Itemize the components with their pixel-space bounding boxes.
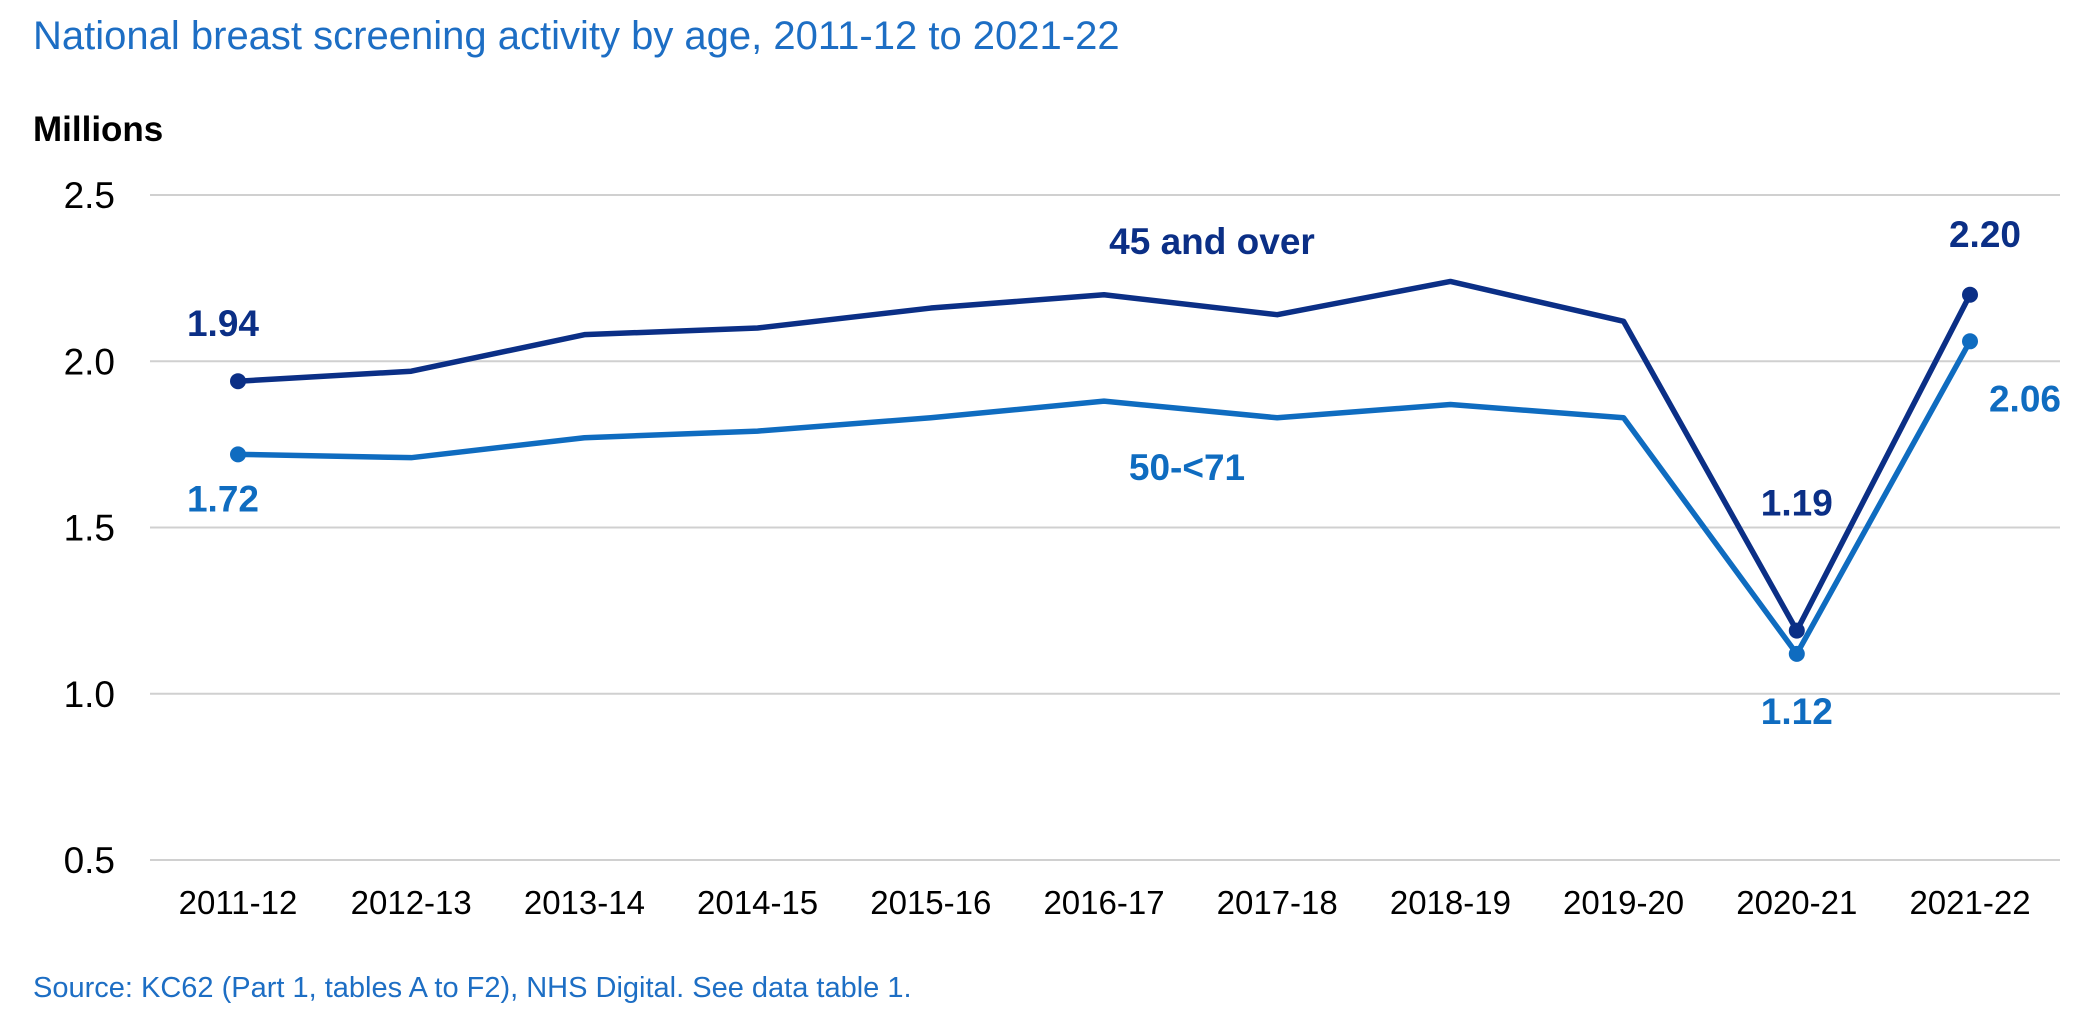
y-axis-unit-label: Millions bbox=[33, 110, 164, 149]
x-tick-label: 2020-21 bbox=[1736, 884, 1857, 921]
x-tick-label: 2021-22 bbox=[1909, 884, 2030, 921]
series-name-label: 45 and over bbox=[1109, 221, 1315, 262]
y-tick-label: 2.5 bbox=[64, 175, 115, 216]
x-tick-label: 2017-18 bbox=[1217, 884, 1338, 921]
y-axis-ticks: 2.5 2.0 1.5 1.0 0.5 bbox=[64, 175, 115, 881]
data-value-label: 1.19 bbox=[1761, 483, 1833, 524]
data-point bbox=[1962, 333, 1978, 350]
data-value-label: 2.06 bbox=[1989, 378, 2061, 419]
data-point bbox=[230, 373, 246, 390]
x-tick-label: 2014-15 bbox=[697, 884, 818, 921]
data-value-label: 1.12 bbox=[1761, 691, 1833, 732]
data-labels: 45 and over 50-<71 1.94 1.19 2.20 1.72 1.12 2.0… bbox=[187, 214, 2061, 732]
data-value-label: 2.20 bbox=[1949, 214, 2021, 255]
x-tick-label: 2015-16 bbox=[870, 884, 991, 921]
data-point bbox=[1962, 286, 1978, 303]
y-tick-label: 1.0 bbox=[64, 674, 115, 715]
chart-title: National breast screening activity by ag… bbox=[33, 14, 1120, 58]
series-line-1 bbox=[235, 338, 1973, 657]
x-axis-ticks: 2011-12 2012-13 2013-14 2014-15 2015-16 2016-… bbox=[179, 884, 2031, 921]
x-tick-label: 2018-19 bbox=[1390, 884, 1511, 921]
source-note: Source: KC62 (Part 1, tables A to F2), N… bbox=[33, 972, 912, 1004]
series-line-0 bbox=[235, 278, 1973, 634]
x-tick-label: 2011-12 bbox=[179, 884, 298, 921]
x-tick-label: 2019-20 bbox=[1563, 884, 1684, 921]
data-point bbox=[230, 446, 246, 463]
x-tick-label: 2013-14 bbox=[524, 884, 645, 921]
y-tick-label: 2.0 bbox=[64, 341, 115, 382]
data-value-label: 1.94 bbox=[187, 303, 259, 344]
y-tick-label: 0.5 bbox=[64, 840, 115, 881]
data-point bbox=[1788, 645, 1805, 662]
y-tick-label: 1.5 bbox=[64, 508, 115, 549]
series-name-label: 50-<71 bbox=[1129, 447, 1245, 488]
data-value-label: 1.72 bbox=[187, 478, 259, 519]
data-point bbox=[1788, 622, 1805, 639]
x-tick-label: 2016-17 bbox=[1043, 884, 1164, 921]
x-tick-label: 2012-13 bbox=[351, 884, 472, 921]
series-lines bbox=[230, 278, 1978, 662]
